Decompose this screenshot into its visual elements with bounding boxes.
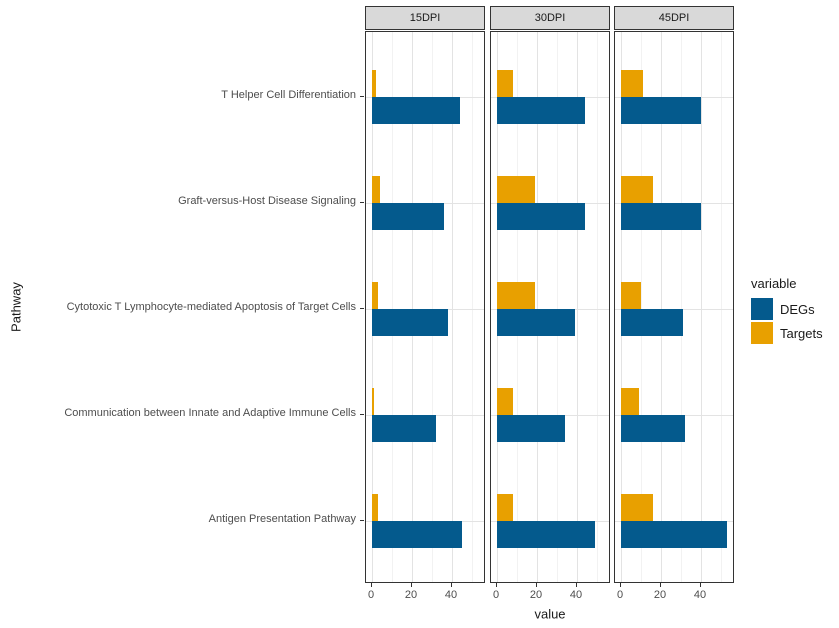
gridline bbox=[681, 32, 682, 582]
gridline bbox=[577, 32, 578, 582]
facet-strip: 45DPI bbox=[614, 6, 734, 30]
bar-targets bbox=[372, 494, 378, 521]
facet-panel bbox=[490, 31, 610, 583]
bar-targets bbox=[497, 494, 513, 521]
y-tick bbox=[360, 308, 364, 309]
bar-targets bbox=[621, 176, 653, 203]
x-tick-label: 40 bbox=[444, 589, 458, 601]
bar-degs bbox=[497, 97, 585, 124]
x-tick bbox=[536, 583, 537, 587]
gridline bbox=[537, 32, 538, 582]
gridline bbox=[557, 32, 558, 582]
x-tick bbox=[371, 583, 372, 587]
x-tick-label: 0 bbox=[367, 589, 375, 601]
facet-strip: 15DPI bbox=[365, 6, 485, 30]
x-tick bbox=[660, 583, 661, 587]
bar-degs bbox=[372, 415, 436, 442]
x-tick-label: 20 bbox=[404, 589, 418, 601]
gridline bbox=[597, 32, 598, 582]
gridline bbox=[412, 32, 413, 582]
legend-title: variable bbox=[751, 276, 797, 291]
bar-targets bbox=[497, 70, 513, 97]
y-category-label: Antigen Presentation Pathway bbox=[208, 513, 356, 525]
bar-targets bbox=[497, 282, 535, 309]
legend-label: DEGs bbox=[780, 301, 815, 317]
y-tick bbox=[360, 520, 364, 521]
x-tick-label: 0 bbox=[616, 589, 624, 601]
bar-targets bbox=[372, 176, 380, 203]
gridline bbox=[432, 32, 433, 582]
bar-degs bbox=[372, 309, 448, 336]
x-tick-label: 20 bbox=[653, 589, 667, 601]
bar-targets bbox=[621, 70, 643, 97]
facet-panel bbox=[614, 31, 734, 583]
x-tick bbox=[620, 583, 621, 587]
x-tick bbox=[451, 583, 452, 587]
bar-targets bbox=[372, 388, 374, 415]
gridline bbox=[452, 32, 453, 582]
bar-degs bbox=[497, 521, 595, 548]
y-category-label: T Helper Cell Differentiation bbox=[221, 89, 356, 101]
legend-item: Targets bbox=[751, 322, 823, 344]
bar-degs bbox=[497, 415, 565, 442]
bar-targets bbox=[621, 282, 641, 309]
gridline bbox=[641, 32, 642, 582]
bar-degs bbox=[621, 97, 701, 124]
legend-items: DEGs Targets bbox=[751, 298, 823, 344]
gridline bbox=[392, 32, 393, 582]
x-tick bbox=[700, 583, 701, 587]
facet-panel bbox=[365, 31, 485, 583]
bar-degs bbox=[621, 415, 685, 442]
y-tick bbox=[360, 202, 364, 203]
bar-degs bbox=[497, 309, 575, 336]
bar-degs bbox=[497, 203, 585, 230]
gridline bbox=[721, 32, 722, 582]
bar-degs bbox=[372, 97, 460, 124]
bar-targets bbox=[372, 70, 376, 97]
x-tick-label: 40 bbox=[693, 589, 707, 601]
legend-item: DEGs bbox=[751, 298, 823, 320]
bar-degs bbox=[621, 309, 683, 336]
x-tick bbox=[496, 583, 497, 587]
bar-degs bbox=[621, 203, 701, 230]
bar-targets bbox=[497, 176, 535, 203]
x-tick bbox=[411, 583, 412, 587]
legend-swatch-targets bbox=[751, 322, 773, 344]
bar-degs bbox=[621, 521, 727, 548]
bar-targets bbox=[621, 388, 639, 415]
x-tick-label: 0 bbox=[492, 589, 500, 601]
legend-label: Targets bbox=[780, 325, 823, 341]
gridline bbox=[472, 32, 473, 582]
y-category-label: Cytotoxic T Lymphocyte-mediated Apoptosi… bbox=[66, 301, 356, 313]
x-axis-title: value bbox=[534, 606, 566, 622]
y-category-label: Communication between Innate and Adaptiv… bbox=[64, 407, 356, 419]
bar-targets bbox=[621, 494, 653, 521]
y-tick bbox=[360, 96, 364, 97]
y-category-label: Graft-versus-Host Disease Signaling bbox=[178, 195, 356, 207]
x-tick-label: 20 bbox=[529, 589, 543, 601]
gridline bbox=[701, 32, 702, 582]
legend: variable DEGs Targets bbox=[751, 276, 823, 346]
x-tick bbox=[576, 583, 577, 587]
x-tick-label: 40 bbox=[569, 589, 583, 601]
bar-targets bbox=[372, 282, 378, 309]
y-tick bbox=[360, 414, 364, 415]
bar-targets bbox=[497, 388, 513, 415]
gridline bbox=[661, 32, 662, 582]
facet-strip: 30DPI bbox=[490, 6, 610, 30]
bar-degs bbox=[372, 521, 462, 548]
bar-degs bbox=[372, 203, 444, 230]
legend-swatch-degs bbox=[751, 298, 773, 320]
